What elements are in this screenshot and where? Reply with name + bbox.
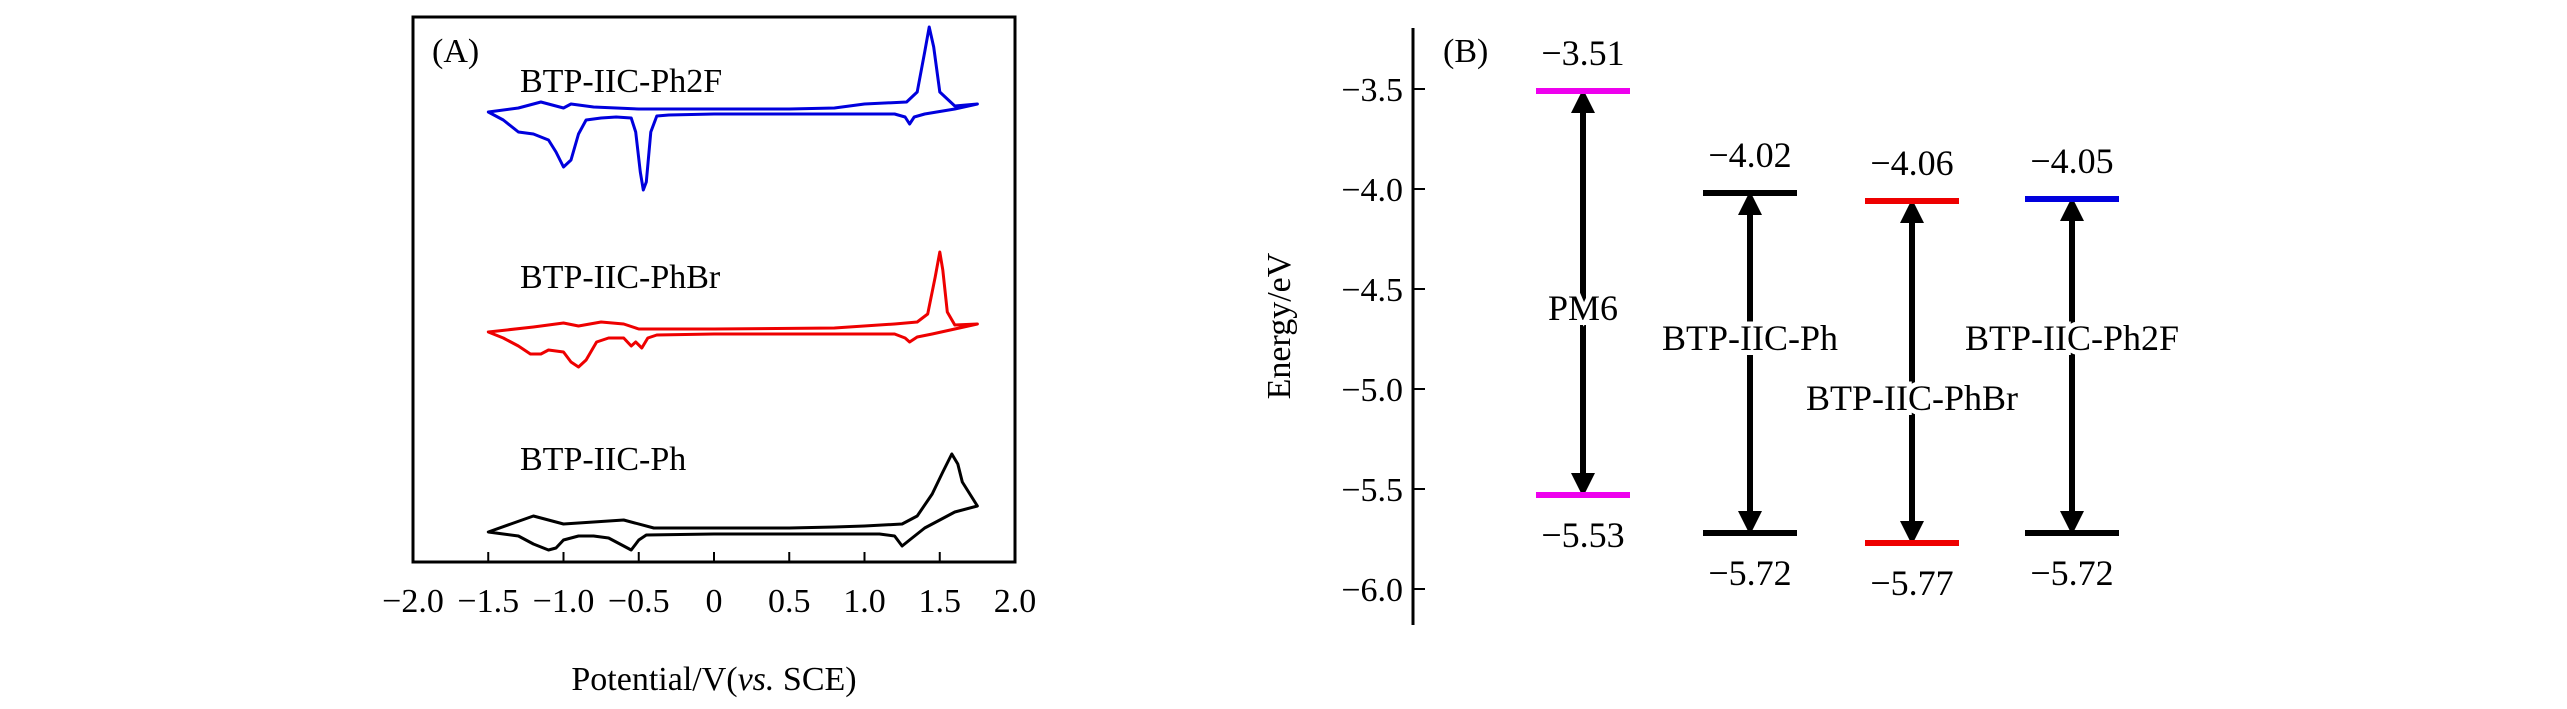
cv-trace-btp-iic-phbr [486,250,979,369]
panel-a-x-tick-label: 0.5 [768,583,811,620]
panel-a-x-tick-label: 0 [706,583,723,620]
panel-b-y-axis: −3.5 −4.0 −4.5 −5.0 −5.5 −6.0 [1341,72,1425,609]
panel-a-x-tick-label: −0.5 [608,583,670,620]
panel-b-y-tick-label: −4.0 [1341,172,1403,209]
homo-value-btp-iic-ph2f: −5.72 [2030,553,2113,593]
panel-b-y-tick-label: −5.0 [1341,372,1403,409]
cv-trace-btp-iic-ph2f [486,25,979,192]
panel-b-y-tick-label: −5.5 [1341,472,1403,509]
panel-b-levels: PM6 −3.51 −5.53 BTP-IIC-Ph −4.02 −5.72 BTP-IIC… [1536,33,2184,603]
panel-a-x-tick-label: 1.5 [919,583,962,620]
homo-value-pm6: −5.53 [1541,515,1624,555]
panel-a-traces: BTP-IIC-Ph2F BTP-IIC-PhBr BTP-IIC-Ph [486,25,979,552]
cv-trace-btp-iic-ph [486,452,979,552]
material-label-btp-iic-ph: BTP-IIC-Ph [1662,318,1838,358]
material-label-pm6: PM6 [1548,288,1618,328]
panel-a-x-tick-label: −2.0 [382,583,444,620]
panel-a-x-tick-label: −1.0 [533,583,595,620]
panel-b-y-tick-label: −6.0 [1341,572,1403,609]
cv-trace-label: BTP-IIC-Ph2F [520,63,722,100]
homo-value-btp-iic-phbr: −5.77 [1870,563,1953,603]
cv-trace-label: BTP-IIC-PhBr [520,259,721,296]
panel-b-y-tick-label: −4.5 [1341,272,1403,309]
material-label-btp-iic-ph2f: BTP-IIC-Ph2F [1965,318,2179,358]
panel-a-label: (A) [432,33,479,70]
lumo-value-btp-iic-phbr: −4.06 [1870,143,1953,183]
panel-a-x-axis-title: Potential/V(vs. SCE) [571,661,856,698]
material-label-btp-iic-phbr: BTP-IIC-PhBr [1806,378,2018,418]
panel-a-x-tick-label: 2.0 [994,583,1037,620]
cv-trace-label: BTP-IIC-Ph [520,441,686,478]
homo-value-btp-iic-ph: −5.72 [1708,553,1791,593]
lumo-value-pm6: −3.51 [1541,33,1624,73]
panel-a-x-tick-label: −1.5 [457,583,519,620]
panel-b-energy-diagram: (B) −3.5 −4.0 −4.5 −5.0 −5.5 −6.0 Energy/eV P… [1261,28,2184,625]
panel-b-label: (B) [1443,33,1488,70]
panel-a-cyclic-voltammetry: (A) −2.0 −1.5 −1.0 −0.5 0 0.5 1.0 1.5 2.0 BTP-II… [382,15,1036,698]
panel-b-y-tick-label: −3.5 [1341,72,1403,109]
panel-a-x-axis: −2.0 −1.5 −1.0 −0.5 0 0.5 1.0 1.5 2.0 [382,552,1036,620]
panel-a-x-tick-label: 1.0 [843,583,886,620]
panel-b-y-axis-title: Energy/eV [1261,252,1298,399]
lumo-value-btp-iic-ph: −4.02 [1708,135,1791,175]
lumo-value-btp-iic-ph2f: −4.05 [2030,141,2113,181]
